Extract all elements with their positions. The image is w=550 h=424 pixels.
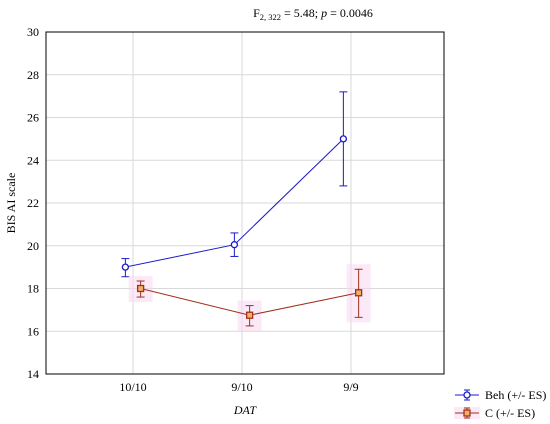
- title-stat: = 5.48;: [281, 6, 321, 20]
- x-tick-label: 9/9: [343, 380, 358, 394]
- y-tick-label: 20: [27, 239, 39, 253]
- x-axis: 10/10 9/10 9/9: [119, 380, 358, 394]
- data-point: [136, 284, 145, 293]
- legend-item-2: C (+/- ES): [454, 406, 535, 420]
- x-tick-label: 9/10: [231, 380, 252, 394]
- title-p-value: = 0.0046: [327, 6, 373, 20]
- plot-frame: [45, 31, 445, 375]
- x-axis-label: DAT: [233, 403, 258, 417]
- y-tick-label: 14: [27, 367, 39, 381]
- legend-marker: [463, 391, 471, 399]
- data-point: [339, 135, 348, 143]
- data-point: [121, 263, 130, 271]
- title-df: 2, 322: [260, 12, 281, 22]
- y-tick-label: 16: [27, 324, 39, 338]
- series-layer: [121, 91, 371, 331]
- legend-marker: [463, 409, 471, 417]
- title-f: F: [253, 6, 260, 20]
- x-tick-label: 10/10: [119, 380, 146, 394]
- legend-label: Beh (+/- ES): [485, 388, 546, 402]
- legend-label: C (+/- ES): [485, 406, 535, 420]
- chart-title: F2, 322 = 5.48; p = 0.0046: [253, 6, 373, 22]
- series-2: [128, 264, 371, 331]
- data-point: [354, 289, 363, 297]
- y-tick-label: 26: [27, 111, 39, 125]
- y-tick-label: 28: [27, 68, 39, 82]
- y-tick-label: 24: [27, 153, 39, 167]
- legend-item-1: Beh (+/- ES): [455, 388, 546, 402]
- y-tick-label: 18: [27, 282, 39, 296]
- series-1: [121, 91, 348, 278]
- data-point: [230, 241, 239, 249]
- y-axis-label: BIS AI scale: [4, 173, 18, 234]
- y-tick-label: 30: [27, 25, 39, 39]
- y-tick-label: 22: [27, 196, 39, 210]
- legend: Beh (+/- ES) C (+/- ES): [454, 388, 546, 420]
- data-point: [245, 311, 254, 319]
- title-p: p: [320, 6, 327, 20]
- y-axis: 14 16 18 20 22 24 26 28 30: [27, 25, 39, 381]
